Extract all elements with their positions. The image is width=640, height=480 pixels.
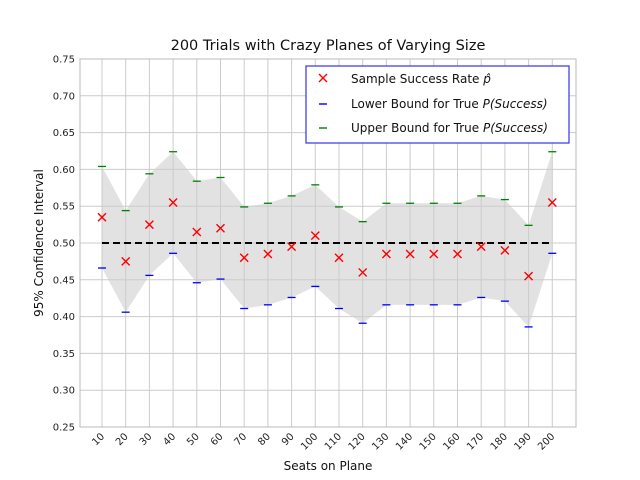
legend-label-sample-rate: Sample Success Rate [351,72,483,86]
y-tick-label: 0.25 [53,423,75,434]
sample-rate-marker [405,249,415,259]
chart-title: 200 Trials with Crazy Planes of Varying … [171,38,486,54]
plot-frame [79,58,577,428]
sample-rate-marker [547,198,557,208]
sample-rate-marker [168,198,178,208]
y-tick-label: 0.65 [53,128,75,139]
legend-label-lower-math: P(Success) [483,97,548,111]
sample-rate-marker [358,267,368,277]
y-tick-label: 0.55 [53,202,75,213]
sample-rate-marker [334,253,344,263]
y-tick-label: 0.75 [53,55,75,66]
sample-rate-marker [144,220,154,230]
legend-item-sample-rate: Sample Success Rate p̂ [318,72,491,86]
svg-text:Upper Bound for True P(Success: Upper Bound for True P(Success) [351,121,548,135]
x-axis-title: Seats on Plane [284,459,373,473]
y-tick-label: 0.50 [53,239,75,250]
legend-label-p-hat: p̂ [482,72,491,86]
sample-rate-marker [239,253,249,263]
svg-text:Sample Success Rate p̂: Sample Success Rate p̂ [351,72,491,86]
y-tick-label: 0.40 [53,312,75,323]
legend-label-upper-math: P(Success) [483,121,548,135]
legend: Sample Success Rate p̂ Lower Bound for T… [305,65,570,144]
sample-rate-marker [310,231,320,241]
sample-rate-marker [263,249,273,259]
y-tick-label: 0.45 [53,275,75,286]
legend-x-marker-icon [318,73,328,83]
sample-rate-marker [453,249,462,259]
svg-text:Lower Bound for True P(Success: Lower Bound for True P(Success) [351,97,548,111]
sample-rate-marker [97,212,107,222]
sample-rate-marker [287,242,297,252]
legend-box [305,65,570,144]
legend-label-lower-prefix: Lower Bound for True [351,97,483,111]
confidence-band [102,151,553,327]
sample-rate-marker [476,242,486,252]
sample-rate-marker [381,249,391,259]
sample-rate-marker [192,227,202,237]
legend-label-upper-prefix: Upper Bound for True [351,121,483,135]
sample-rate-marker [500,245,510,255]
sample-rate-marker [429,249,439,259]
sample-rate-marker [524,271,534,281]
legend-item-lower-bound: Lower Bound for True P(Success) [319,97,548,111]
y-tick-label: 0.60 [53,165,75,176]
sample-rate-marker [216,223,225,233]
y-tick-label: 0.35 [53,349,75,360]
y-tick-label: 0.70 [53,91,75,102]
legend-item-upper-bound: Upper Bound for True P(Success) [319,121,548,135]
y-axis-title: 95% Confidence Interval [32,169,46,317]
sample-rate-marker [121,256,131,266]
y-tick-label: 0.30 [53,386,75,397]
